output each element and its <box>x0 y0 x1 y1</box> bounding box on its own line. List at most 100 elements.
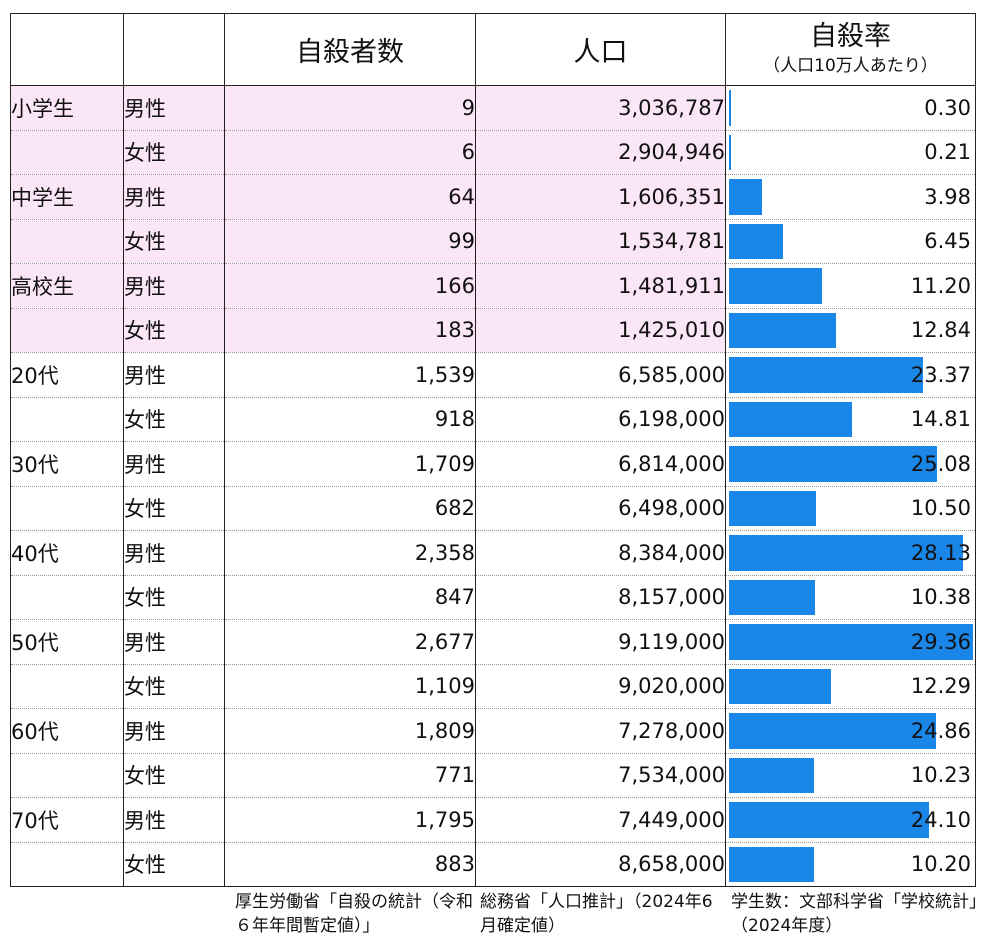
row-group <box>10 486 124 531</box>
row-population: 9,119,000 <box>475 619 726 665</box>
row-population: 1,606,351 <box>475 174 726 220</box>
row-suicides: 1,709 <box>224 441 476 487</box>
row-suicides: 771 <box>224 753 476 798</box>
rate-bar <box>729 535 963 571</box>
row-sex: 男性 <box>123 708 225 754</box>
rate-bar <box>729 846 814 882</box>
rate-value: 23.37 <box>910 362 971 387</box>
row-rate: 10.38 <box>725 575 976 620</box>
table-body: 小学生 男性 9 3,036,787 0.30 女性 6 2,904,946 0.21 中学生 男性… <box>10 85 976 887</box>
row-sex: 女性 <box>123 664 225 709</box>
rate-value: 12.29 <box>910 674 971 699</box>
row-sex: 男性 <box>123 619 225 665</box>
rate-value: 10.38 <box>910 585 971 610</box>
rate-bar <box>729 357 924 393</box>
row-suicides: 2,677 <box>224 619 476 665</box>
rate-value: 10.23 <box>910 763 971 788</box>
row-rate: 25.08 <box>725 441 976 487</box>
rate-value: 12.84 <box>910 318 971 343</box>
row-sex: 女性 <box>123 308 225 353</box>
rate-bar <box>729 268 823 304</box>
row-suicides: 64 <box>224 174 476 220</box>
header-population: 人口 <box>475 13 726 86</box>
row-population: 6,198,000 <box>475 397 726 442</box>
row-group: 30代 <box>10 441 124 487</box>
table-row: 50代 男性 2,677 9,119,000 29.36 <box>10 619 976 665</box>
row-population: 8,658,000 <box>475 842 726 887</box>
row-rate: 10.50 <box>725 486 976 531</box>
table-row: 女性 183 1,425,010 12.84 <box>10 308 976 353</box>
row-population: 6,814,000 <box>475 441 726 487</box>
table-row: 高校生 男性 166 1,481,911 11.20 <box>10 263 976 309</box>
header-row: 自殺者数 人口 自殺率 （人口10万人あたり） <box>10 13 976 86</box>
row-suicides: 6 <box>224 130 476 175</box>
table-row: 女性 1,109 9,020,000 12.29 <box>10 664 976 709</box>
table-row: 女性 6 2,904,946 0.21 <box>10 130 976 175</box>
rate-value: 28.13 <box>910 540 971 565</box>
rate-bar <box>729 579 816 615</box>
row-group <box>10 842 124 887</box>
rate-bar <box>729 668 832 704</box>
row-sex: 女性 <box>123 842 225 887</box>
rate-value: 6.45 <box>924 229 971 254</box>
row-rate: 28.13 <box>725 530 976 576</box>
row-population: 7,534,000 <box>475 753 726 798</box>
row-group <box>10 753 124 798</box>
header-suicides: 自殺者数 <box>224 13 476 86</box>
row-population: 7,449,000 <box>475 797 726 843</box>
row-rate: 12.84 <box>725 308 976 353</box>
row-group <box>10 130 124 175</box>
row-sex: 男性 <box>123 797 225 843</box>
row-group: 高校生 <box>10 263 124 309</box>
row-sex: 男性 <box>123 263 225 309</box>
row-group: 中学生 <box>10 174 124 220</box>
row-suicides: 1,795 <box>224 797 476 843</box>
source-students: 学生数：文部科学省「学校統計」（2024年度） <box>731 892 978 936</box>
rate-bar <box>729 223 783 259</box>
rate-bar <box>729 312 836 348</box>
row-population: 2,904,946 <box>475 130 726 175</box>
rate-bar <box>729 802 930 838</box>
rate-bar <box>729 713 936 749</box>
table-row: 60代 男性 1,809 7,278,000 24.86 <box>10 708 976 754</box>
rate-value: 0.30 <box>924 95 971 120</box>
table-row: 女性 847 8,157,000 10.38 <box>10 575 976 620</box>
rate-value: 10.20 <box>910 852 971 877</box>
source-population: 総務省「人口推計」（2024年6月確定値） <box>480 892 713 936</box>
row-group: 20代 <box>10 352 124 398</box>
rate-bar <box>729 446 938 482</box>
row-rate: 10.20 <box>725 842 976 887</box>
rate-value: 24.86 <box>910 718 971 743</box>
row-sex: 男性 <box>123 85 225 131</box>
rate-value: 0.21 <box>924 140 971 165</box>
table-row: 女性 99 1,534,781 6.45 <box>10 219 976 264</box>
row-rate: 6.45 <box>725 219 976 264</box>
table-row: 中学生 男性 64 1,606,351 3.98 <box>10 174 976 220</box>
table-row: 30代 男性 1,709 6,814,000 25.08 <box>10 441 976 487</box>
row-group <box>10 397 124 442</box>
header-group <box>10 13 124 86</box>
row-group: 小学生 <box>10 85 124 131</box>
rate-bar <box>729 624 973 660</box>
row-population: 7,278,000 <box>475 708 726 754</box>
row-population: 8,384,000 <box>475 530 726 576</box>
row-group: 60代 <box>10 708 124 754</box>
row-group: 40代 <box>10 530 124 576</box>
source-suicides: 厚生労働省「自殺の統計（令和６年年間暫定値）」 <box>235 892 473 936</box>
rate-value: 29.36 <box>910 629 971 654</box>
row-rate: 14.81 <box>725 397 976 442</box>
row-suicides: 183 <box>224 308 476 353</box>
row-rate: 0.30 <box>725 85 976 131</box>
header-rate-note: （人口10万人あたり） <box>763 56 938 76</box>
row-sex: 女性 <box>123 486 225 531</box>
row-suicides: 2,358 <box>224 530 476 576</box>
row-group <box>10 219 124 264</box>
rate-bar <box>729 134 731 170</box>
row-sex: 女性 <box>123 575 225 620</box>
table-row: 70代 男性 1,795 7,449,000 24.10 <box>10 797 976 843</box>
rate-bar <box>729 490 817 526</box>
row-group <box>10 664 124 709</box>
rate-value: 25.08 <box>910 451 971 476</box>
rate-bar <box>729 757 815 793</box>
row-rate: 29.36 <box>725 619 976 665</box>
